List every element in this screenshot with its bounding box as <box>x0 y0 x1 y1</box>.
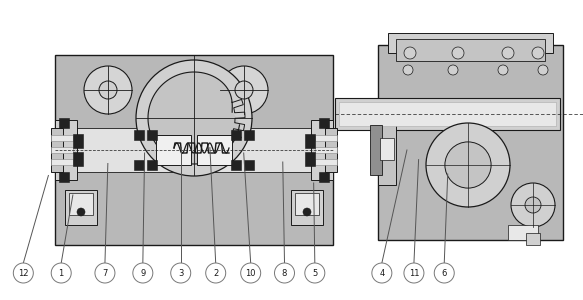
Bar <box>335 98 560 130</box>
Bar <box>134 160 144 170</box>
Bar <box>65 190 97 225</box>
Text: 9: 9 <box>140 268 146 278</box>
Bar <box>370 125 382 175</box>
Bar <box>231 160 241 170</box>
Circle shape <box>77 208 85 216</box>
Text: 2: 2 <box>213 268 219 278</box>
Circle shape <box>426 123 510 207</box>
Bar <box>51 159 73 165</box>
Circle shape <box>452 47 464 59</box>
Bar <box>396 39 545 61</box>
Circle shape <box>241 263 261 283</box>
Bar <box>319 172 329 182</box>
Bar <box>231 130 241 140</box>
Circle shape <box>498 65 508 75</box>
Bar <box>295 193 319 215</box>
Circle shape <box>275 263 294 283</box>
Circle shape <box>51 263 71 283</box>
Text: 3: 3 <box>178 268 184 278</box>
Circle shape <box>84 66 132 114</box>
Bar <box>69 193 93 215</box>
Bar <box>51 135 73 141</box>
Circle shape <box>235 81 253 99</box>
Bar <box>380 138 394 160</box>
Bar <box>51 147 73 153</box>
Circle shape <box>525 197 541 213</box>
Text: 5: 5 <box>312 268 318 278</box>
Bar <box>134 130 144 140</box>
Circle shape <box>206 263 226 283</box>
Bar <box>305 152 315 166</box>
Bar <box>147 160 157 170</box>
Circle shape <box>538 65 548 75</box>
Text: 1: 1 <box>58 268 64 278</box>
Circle shape <box>502 47 514 59</box>
Bar <box>378 115 396 185</box>
Circle shape <box>372 263 392 283</box>
Text: 6: 6 <box>441 268 447 278</box>
Bar <box>73 134 83 148</box>
Circle shape <box>305 263 325 283</box>
Bar <box>59 172 69 182</box>
Bar <box>388 33 553 53</box>
Polygon shape <box>148 72 240 164</box>
Bar <box>305 134 315 148</box>
Bar <box>339 102 556 126</box>
Text: 4: 4 <box>379 268 385 278</box>
Circle shape <box>448 65 458 75</box>
Bar <box>315 159 337 165</box>
Text: 11: 11 <box>409 268 419 278</box>
Bar <box>55 120 77 180</box>
Circle shape <box>404 263 424 283</box>
Bar <box>508 225 538 240</box>
Circle shape <box>220 66 268 114</box>
Bar <box>378 45 563 240</box>
Text: 7: 7 <box>102 268 108 278</box>
Bar <box>315 135 337 141</box>
Bar <box>147 130 157 140</box>
Circle shape <box>99 81 117 99</box>
Bar <box>315 147 337 153</box>
Circle shape <box>136 60 252 176</box>
Bar <box>244 130 254 140</box>
Bar <box>291 190 323 225</box>
Circle shape <box>403 65 413 75</box>
Text: 10: 10 <box>245 268 256 278</box>
Bar <box>156 135 191 165</box>
Text: 8: 8 <box>282 268 287 278</box>
Circle shape <box>171 263 191 283</box>
Circle shape <box>445 142 491 188</box>
Circle shape <box>511 183 555 227</box>
Bar <box>325 128 337 172</box>
Bar <box>59 118 69 128</box>
Circle shape <box>532 47 544 59</box>
Bar <box>57 128 331 172</box>
Circle shape <box>404 47 416 59</box>
Bar <box>526 233 540 245</box>
Bar <box>73 152 83 166</box>
Bar <box>55 55 333 245</box>
Circle shape <box>303 208 311 216</box>
Circle shape <box>133 263 153 283</box>
Bar <box>319 118 329 128</box>
Bar <box>311 120 333 180</box>
Bar <box>51 128 63 172</box>
Bar <box>244 160 254 170</box>
Circle shape <box>434 263 454 283</box>
Circle shape <box>95 263 115 283</box>
Bar <box>197 135 232 165</box>
Text: 12: 12 <box>18 268 29 278</box>
Circle shape <box>13 263 33 283</box>
